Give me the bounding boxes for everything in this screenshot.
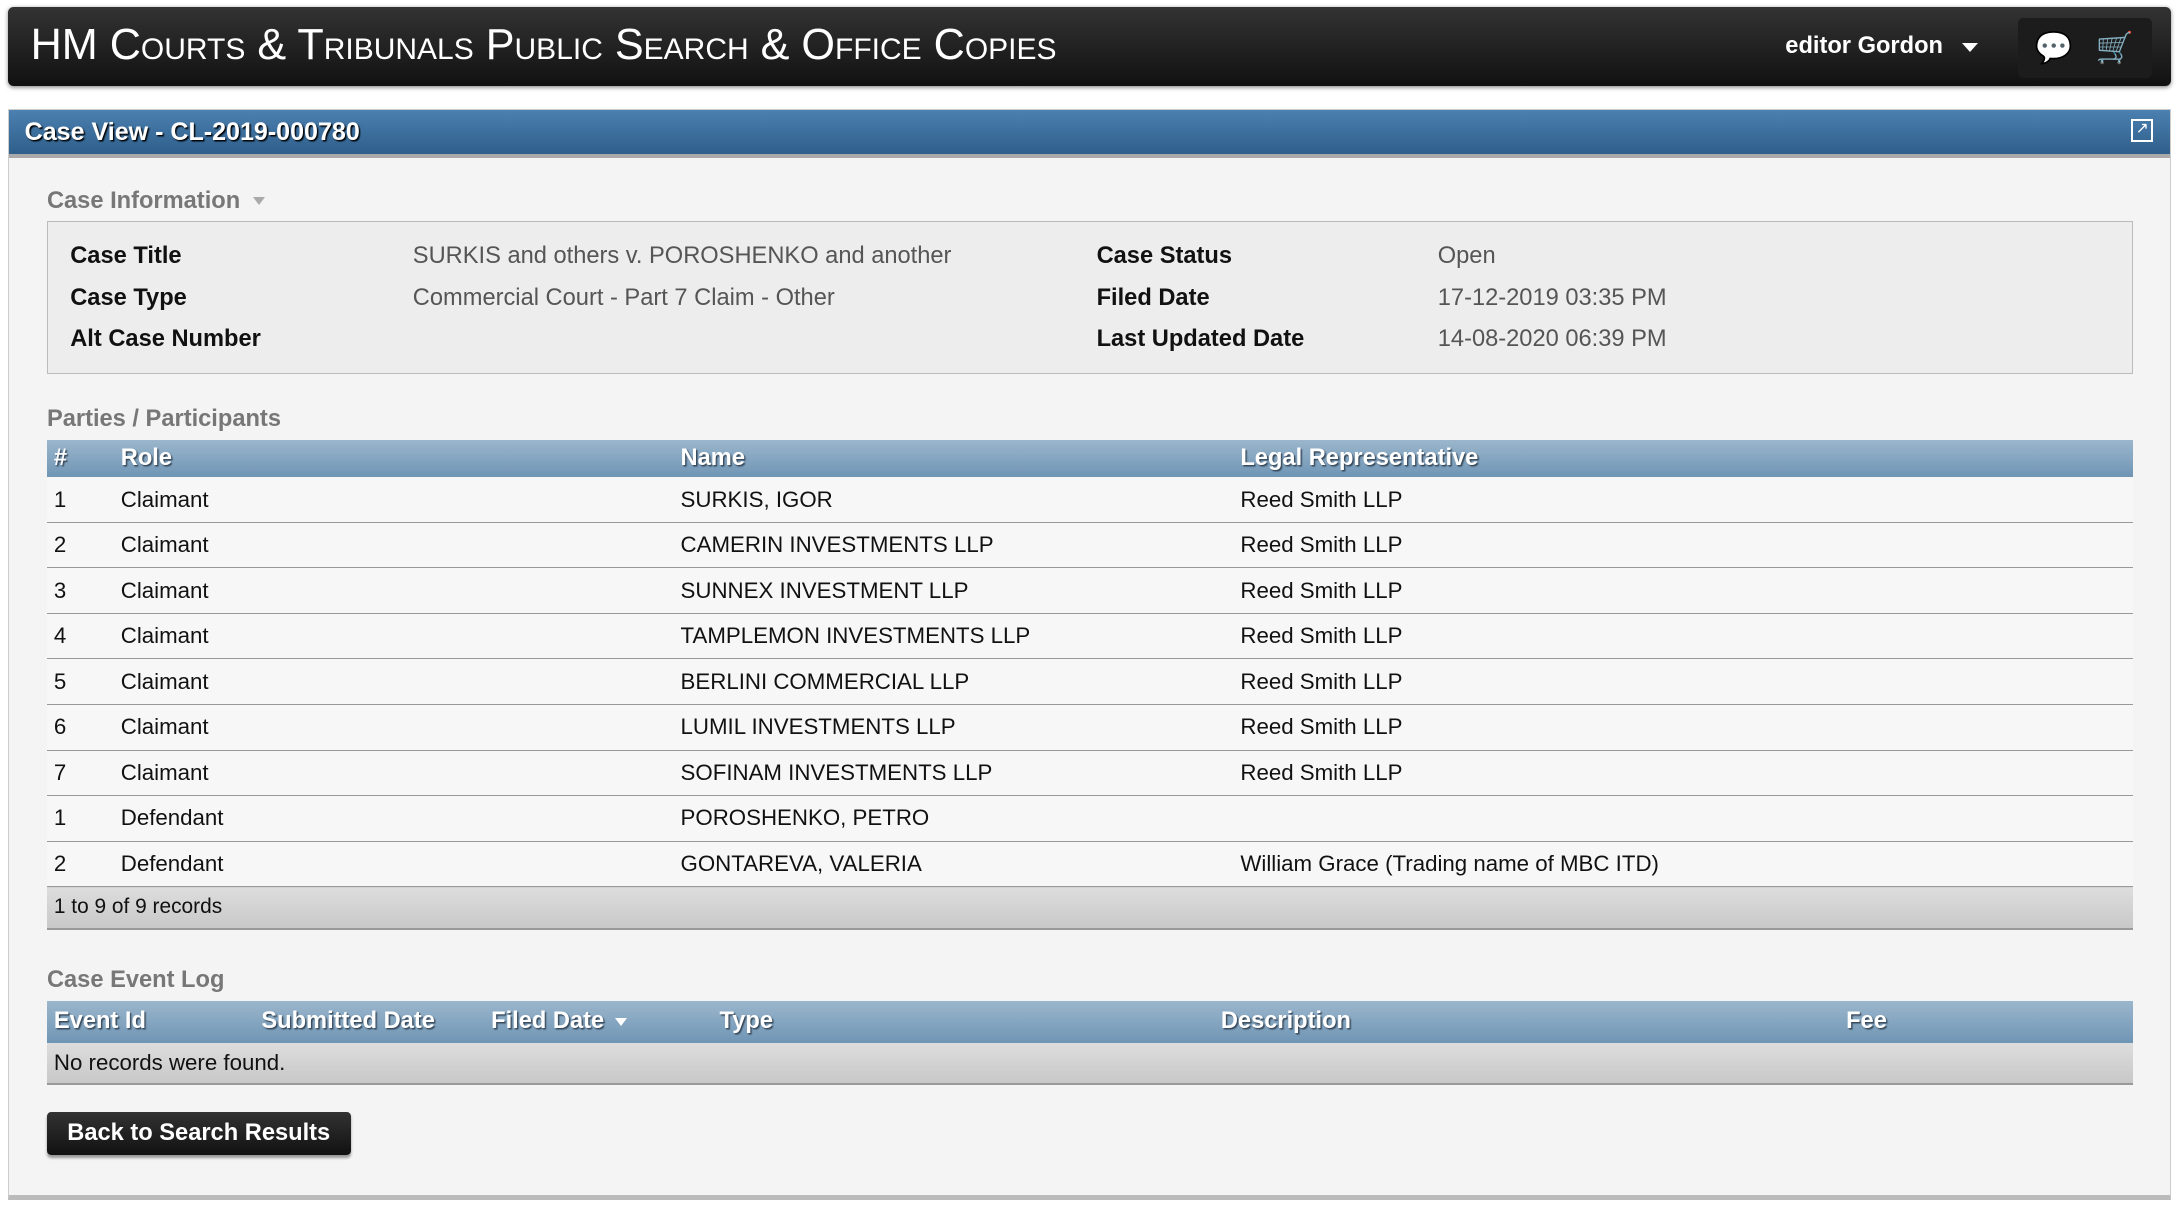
row-number: 7 (46, 750, 114, 797)
filed-date-label: Filed Date (1096, 284, 1210, 311)
table-row: 3 Claimant SUNNEX INVESTMENT LLP Reed Smith… (46, 567, 2134, 614)
cart-icon[interactable]: 🛒 (2095, 30, 2134, 65)
role: Claimant (113, 750, 674, 797)
maximize-icon[interactable]: ↗ (2131, 119, 2154, 142)
row-number: 5 (46, 658, 114, 706)
legal-representative: Reed Smith LLP (1233, 613, 2134, 660)
table-row: 1 Claimant SURKIS, IGOR Reed Smith LLP (46, 477, 2134, 523)
case-title-value: SURKIS and others v. POROSHENKO and anot… (412, 242, 952, 269)
party-name: BERLINI COMMERCIAL LLP (673, 658, 1234, 706)
role: Claimant (113, 477, 674, 523)
column-header-role[interactable]: Role (113, 439, 674, 478)
row-number: 3 (46, 567, 114, 614)
party-name: LUMIL INVESTMENTS LLP (673, 704, 1234, 751)
panel-header: Case View - CL-2019-000780 ↗ (9, 109, 2171, 159)
table-row: 1 Defendant POROSHENKO, PETRO (46, 795, 2134, 842)
party-name: POROSHENKO, PETRO (673, 795, 1234, 842)
legal-representative: Reed Smith LLP (1233, 522, 2134, 569)
app-title: HM Courts & Tribunals Public Search & Of… (30, 20, 1057, 69)
party-name: SURKIS, IGOR (673, 477, 1234, 523)
party-name: SOFINAM INVESTMENTS LLP (673, 750, 1234, 797)
role: Defendant (113, 795, 674, 842)
column-header-event-id[interactable]: Event Id (46, 1000, 255, 1043)
chevron-down-icon (1962, 42, 1979, 53)
back-to-search-results-button[interactable]: Back to Search Results (46, 1112, 351, 1156)
sort-descending-icon (615, 1017, 628, 1026)
column-header-submitted-date[interactable]: Submitted Date (254, 1000, 485, 1043)
table-row: 2 Defendant GONTAREVA, VALERIA William Grac… (46, 841, 2134, 888)
role: Defendant (113, 841, 674, 888)
case-information-toggle[interactable]: Case Information (47, 188, 265, 215)
column-header-fee[interactable]: Fee (1839, 1000, 2134, 1043)
case-title-label: Case Title (70, 242, 182, 269)
section-heading: Case Information (46, 187, 241, 214)
role: Claimant (113, 613, 674, 660)
empty-message: No records were found. (46, 1042, 2134, 1085)
records-count: 1 to 9 of 9 records (46, 886, 2134, 930)
row-number: 1 (46, 477, 114, 523)
last-updated-value: 14-08-2020 06:39 PM (1437, 326, 1667, 353)
column-header-type[interactable]: Type (712, 1000, 1214, 1043)
legal-representative: William Grace (Trading name of MBC ITD) (1233, 841, 2134, 888)
role: Claimant (113, 704, 674, 751)
table-row: 2 Claimant CAMERIN INVESTMENTS LLP Reed Smi… (46, 522, 2134, 569)
row-number: 2 (46, 522, 114, 569)
case-view-panel: Case View - CL-2019-000780 ↗ Case Inform… (8, 108, 2172, 1201)
row-number: 4 (46, 613, 114, 660)
row-number: 2 (46, 841, 114, 888)
parties-heading: Parties / Participants (46, 406, 281, 433)
table-row: 7 Claimant SOFINAM INVESTMENTS LLP Reed Smi… (46, 750, 2134, 797)
column-header-number[interactable]: # (46, 439, 114, 478)
role: Claimant (113, 658, 674, 706)
filed-date-value: 17-12-2019 03:35 PM (1437, 284, 1667, 311)
icon-group: 💬 🛒 (2017, 18, 2152, 78)
column-header-name[interactable]: Name (673, 439, 1234, 478)
user-name: editor Gordon (1785, 33, 1943, 60)
chevron-down-icon (252, 197, 265, 206)
legal-representative (1233, 795, 2134, 842)
legal-representative: Reed Smith LLP (1233, 704, 2134, 751)
party-name: TAMPLEMON INVESTMENTS LLP (673, 613, 1234, 660)
top-bar: HM Courts & Tribunals Public Search & Of… (8, 6, 2172, 87)
event-log-table: Event Id Submitted Date Filed Date Type … (46, 1000, 2134, 1085)
column-header-legal-representative[interactable]: Legal Representative (1233, 439, 2134, 478)
column-header-description[interactable]: Description (1213, 1000, 1840, 1043)
case-status-label: Case Status (1096, 242, 1232, 269)
table-row: 6 Claimant LUMIL INVESTMENTS LLP Reed Smith… (46, 704, 2134, 751)
legal-representative: Reed Smith LLP (1233, 750, 2134, 797)
filed-date-label: Filed Date (491, 1008, 605, 1035)
panel-title: Case View - CL-2019-000780 (24, 117, 360, 146)
party-name: CAMERIN INVESTMENTS LLP (673, 522, 1234, 569)
row-number: 1 (46, 795, 114, 842)
table-row: 4 Claimant TAMPLEMON INVESTMENTS LLP Reed S… (46, 613, 2134, 660)
legal-representative: Reed Smith LLP (1233, 567, 2134, 614)
parties-table: # Role Name Legal Representative 1 Claima… (46, 439, 2134, 930)
party-name: SUNNEX INVESTMENT LLP (673, 567, 1234, 614)
legal-representative: Reed Smith LLP (1233, 477, 2134, 523)
case-type-value: Commercial Court - Part 7 Claim - Other (412, 284, 835, 311)
user-menu[interactable]: editor Gordon (1785, 33, 1979, 60)
alt-case-number-label: Alt Case Number (70, 326, 261, 353)
row-number: 6 (46, 704, 114, 751)
legal-representative: Reed Smith LLP (1233, 658, 2134, 706)
party-name: GONTAREVA, VALERIA (673, 841, 1234, 888)
case-status-value: Open (1437, 242, 1496, 269)
role: Claimant (113, 522, 674, 569)
event-log-heading: Case Event Log (46, 967, 225, 994)
case-info-box: Case Title SURKIS and others v. POROSHEN… (46, 221, 2134, 375)
case-type-label: Case Type (70, 284, 187, 311)
table-row: 5 Claimant BERLINI COMMERCIAL LLP Reed Smit… (46, 658, 2134, 706)
chat-icon[interactable]: 💬 (2034, 30, 2073, 65)
role: Claimant (113, 567, 674, 614)
column-header-filed-date[interactable]: Filed Date (484, 1000, 713, 1043)
last-updated-label: Last Updated Date (1096, 326, 1305, 353)
